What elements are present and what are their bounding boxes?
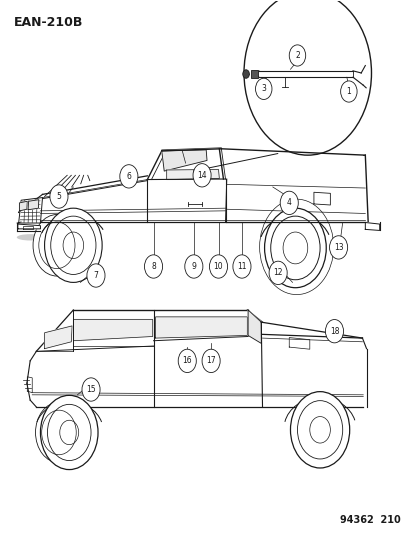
Polygon shape <box>73 319 152 341</box>
Circle shape <box>233 255 250 278</box>
Circle shape <box>340 81 356 102</box>
Polygon shape <box>45 326 72 349</box>
Circle shape <box>329 236 347 259</box>
Ellipse shape <box>17 234 43 240</box>
Text: 12: 12 <box>273 268 282 277</box>
Circle shape <box>280 191 298 215</box>
Text: 16: 16 <box>182 357 192 366</box>
Circle shape <box>82 378 100 401</box>
Text: 4: 4 <box>286 198 291 207</box>
Circle shape <box>209 255 227 278</box>
Circle shape <box>290 392 349 468</box>
Circle shape <box>264 208 325 288</box>
Circle shape <box>268 261 287 285</box>
Text: 7: 7 <box>93 271 98 280</box>
Polygon shape <box>247 310 261 343</box>
Text: 15: 15 <box>86 385 96 394</box>
Text: 11: 11 <box>237 262 246 271</box>
Circle shape <box>192 164 211 187</box>
Circle shape <box>36 402 82 463</box>
Text: 13: 13 <box>333 243 342 252</box>
Text: 9: 9 <box>191 262 196 271</box>
Circle shape <box>87 264 105 287</box>
Text: 2: 2 <box>294 51 299 60</box>
Circle shape <box>242 70 249 78</box>
Text: 17: 17 <box>206 357 216 366</box>
Text: 1: 1 <box>346 87 350 96</box>
Polygon shape <box>28 200 39 210</box>
Text: 5: 5 <box>57 192 61 201</box>
Polygon shape <box>19 201 27 211</box>
Polygon shape <box>18 224 40 229</box>
Circle shape <box>202 349 220 373</box>
Circle shape <box>50 185 68 208</box>
Circle shape <box>289 45 305 66</box>
Polygon shape <box>166 169 219 180</box>
Circle shape <box>45 208 102 282</box>
Circle shape <box>40 395 98 470</box>
Circle shape <box>33 215 81 276</box>
Text: 14: 14 <box>197 171 206 180</box>
Circle shape <box>184 255 202 278</box>
Text: 8: 8 <box>151 262 156 271</box>
Circle shape <box>255 78 271 100</box>
Text: 10: 10 <box>213 262 223 271</box>
Text: 6: 6 <box>126 172 131 181</box>
Polygon shape <box>155 317 247 338</box>
Circle shape <box>178 349 196 373</box>
Ellipse shape <box>47 239 74 246</box>
FancyBboxPatch shape <box>250 70 257 78</box>
Circle shape <box>119 165 138 188</box>
Text: 94362  210: 94362 210 <box>339 515 399 525</box>
Polygon shape <box>364 222 379 230</box>
Text: EAN-210B: EAN-210B <box>14 16 83 29</box>
Circle shape <box>325 319 343 343</box>
Circle shape <box>144 255 162 278</box>
Text: 18: 18 <box>329 327 338 336</box>
Text: 3: 3 <box>261 84 266 93</box>
Polygon shape <box>161 150 206 171</box>
